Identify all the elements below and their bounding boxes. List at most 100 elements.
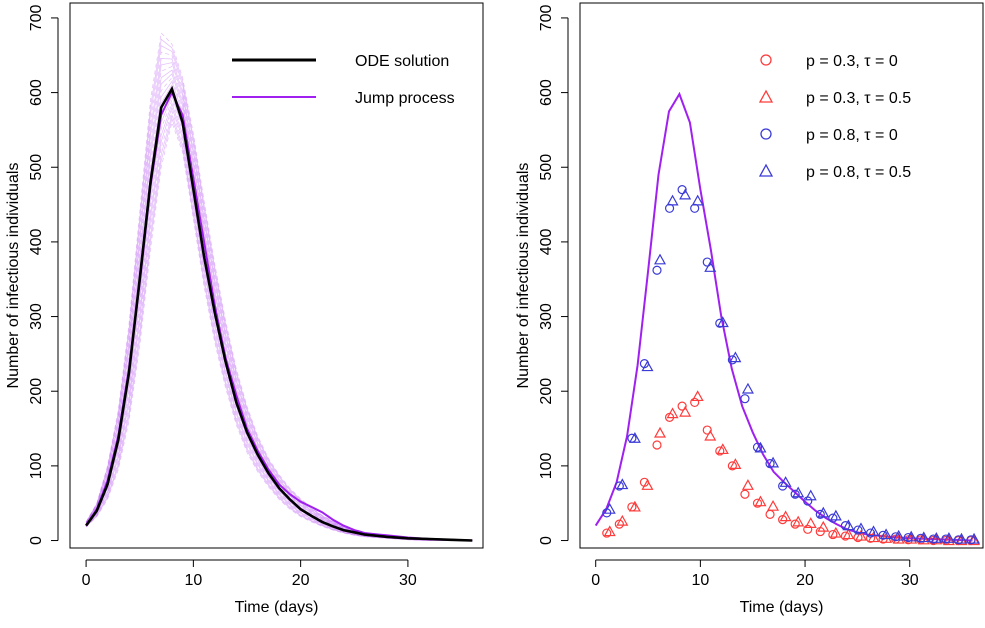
data-point — [616, 478, 629, 490]
legend-value: p — [806, 90, 815, 107]
x-tick-label: 30 — [399, 572, 417, 589]
data-point — [614, 481, 624, 491]
data-point — [942, 534, 955, 546]
y-tick-label: 200 — [28, 378, 45, 405]
data-point — [677, 185, 687, 195]
data-point — [741, 479, 754, 490]
jump-trajectory-line — [85, 113, 473, 541]
data-point — [666, 194, 679, 206]
data-point — [679, 405, 692, 417]
data-point — [804, 517, 817, 528]
legend-value: p — [806, 127, 815, 144]
data-point — [828, 513, 838, 523]
y-tick-label: 700 — [28, 4, 45, 31]
legend-value: p — [806, 53, 815, 70]
data-point — [641, 479, 654, 490]
data-point — [854, 529, 868, 541]
legend-symbol: , τ = — [855, 164, 888, 181]
data-point — [928, 534, 938, 544]
data-point — [790, 519, 800, 529]
data-point — [892, 532, 905, 544]
data-point — [727, 355, 737, 365]
y-axis-label: Number of infectious individuals — [515, 163, 532, 389]
data-point — [903, 532, 913, 543]
data-point — [715, 446, 725, 456]
legend-label: p = 0.8, τ = 0 — [806, 127, 898, 144]
y-tick-label: 0 — [538, 536, 555, 545]
data-point — [828, 529, 838, 540]
data-point — [953, 535, 964, 545]
data-point — [942, 532, 955, 543]
x-tick-label: 20 — [292, 572, 310, 589]
data-point — [854, 522, 868, 534]
data-point — [930, 532, 943, 543]
legend-label: p = 0.3, τ = 0 — [806, 53, 898, 70]
data-point — [740, 394, 750, 404]
jump-trajectory-line — [85, 84, 473, 541]
data-point — [880, 532, 893, 543]
data-point — [702, 425, 712, 435]
data-point — [603, 525, 616, 537]
legend-value: 0 — [889, 53, 898, 70]
legend-value: 0.5 — [889, 164, 911, 181]
point-series — [602, 397, 976, 546]
data-point — [754, 495, 767, 507]
x-tick-label: 30 — [901, 572, 919, 589]
x-axis-label: Time (days) — [235, 599, 319, 616]
data-point — [917, 531, 930, 543]
data-point — [930, 533, 943, 545]
legend-marker — [758, 89, 774, 103]
legend-value: 0 — [889, 127, 898, 144]
legend-label: Jump process — [355, 90, 455, 107]
data-point — [740, 489, 750, 499]
point-series — [603, 390, 981, 546]
y-tick-label: 500 — [28, 154, 45, 181]
data-point — [616, 514, 629, 526]
jump-trajectory-line — [85, 32, 473, 541]
data-point — [829, 526, 842, 538]
data-point — [891, 532, 901, 542]
data-point — [917, 533, 930, 545]
jump-trajectory-line — [85, 95, 473, 541]
data-point — [704, 261, 717, 272]
data-point — [652, 265, 662, 275]
legend-marker — [760, 54, 772, 66]
data-point — [792, 515, 805, 527]
data-point — [716, 316, 729, 328]
point-series — [602, 185, 976, 545]
data-point — [840, 531, 851, 541]
y-axis-label: Number of infectious individuals — [5, 163, 22, 389]
data-point — [880, 528, 893, 540]
jump-trajectory-line — [85, 88, 473, 541]
jump-process-line — [85, 90, 473, 542]
jump-trajectory-line — [85, 80, 473, 541]
data-point — [779, 476, 792, 487]
legend-symbol: , τ = — [855, 127, 888, 144]
data-point — [652, 440, 662, 450]
jump-trajectories — [85, 32, 473, 541]
data-point — [715, 318, 725, 328]
y-tick-label: 100 — [28, 452, 45, 479]
y-tick-label: 700 — [538, 4, 555, 31]
data-point — [966, 535, 976, 545]
data-point — [691, 194, 704, 206]
data-point — [765, 509, 775, 520]
data-point — [603, 502, 616, 514]
data-point — [628, 500, 641, 512]
legend-value: 0.8 — [833, 164, 855, 181]
data-point — [679, 188, 692, 200]
legend-symbol: , τ = — [855, 53, 888, 70]
data-point — [704, 429, 717, 441]
data-point — [664, 203, 675, 213]
legend-value: 0.3 — [833, 90, 855, 107]
data-point — [666, 407, 679, 419]
data-point — [677, 401, 687, 411]
legend-symbol: = — [815, 127, 833, 144]
plot-frame — [579, 2, 984, 549]
y-tick-label: 500 — [538, 154, 555, 181]
x-tick-label: 20 — [796, 572, 814, 589]
data-point — [765, 459, 775, 469]
data-point — [790, 489, 800, 499]
